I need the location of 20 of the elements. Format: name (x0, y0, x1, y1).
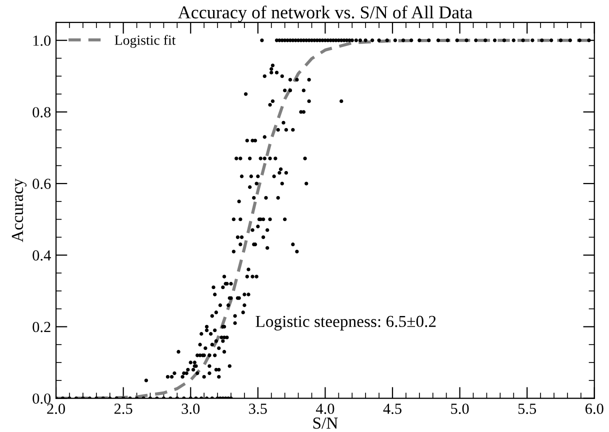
x-axis-title: S/N (313, 418, 338, 429)
y-tick-label: 0.2 (32, 322, 50, 332)
annotation: Logistic steepness: 6.5±0.2 (256, 316, 436, 330)
y-tick-label: 0.4 (32, 250, 51, 261)
x-tick-label: 2.0 (47, 404, 65, 414)
x-tick-label: 5.0 (451, 404, 469, 414)
x-tick-label: 5.5 (518, 404, 536, 414)
x-tick-label: 3.0 (182, 404, 200, 414)
y-tick-label: 0.6 (32, 178, 51, 190)
x-tick-label: 2.5 (114, 404, 132, 414)
x-tick-label: 6.0 (585, 404, 604, 414)
x-tick-label: 4.0 (316, 404, 334, 414)
y-tick-label: 0.0 (32, 393, 51, 404)
y-axis-title: Accuracy (12, 178, 27, 242)
y-tick-label: 1.0 (33, 36, 51, 46)
x-tick-label: 4.5 (383, 404, 402, 414)
y-tick-label: 0.8 (32, 107, 51, 118)
legend-label: Logistic fit (114, 34, 176, 48)
chart-title: Accuracy of network vs. S/N of All Data (178, 6, 472, 22)
x-tick-label: 3.5 (249, 404, 267, 414)
